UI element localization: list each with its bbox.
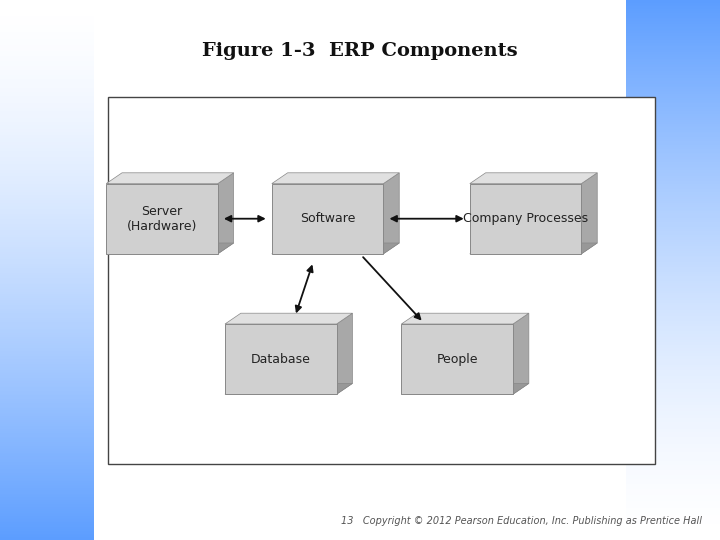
Text: 13   Copyright © 2012 Pearson Education, Inc. Publishing as Prentice Hall: 13 Copyright © 2012 Pearson Education, I…: [341, 516, 702, 526]
Bar: [402, 324, 513, 394]
Polygon shape: [272, 173, 399, 184]
Bar: [225, 324, 337, 394]
Polygon shape: [272, 243, 399, 254]
Polygon shape: [383, 173, 399, 254]
Polygon shape: [582, 173, 598, 254]
Polygon shape: [225, 383, 353, 394]
Polygon shape: [107, 173, 233, 184]
FancyArrowPatch shape: [363, 257, 420, 319]
Polygon shape: [225, 313, 353, 324]
FancyArrowPatch shape: [296, 266, 312, 312]
Polygon shape: [513, 313, 528, 394]
Text: Software: Software: [300, 212, 355, 225]
Text: Database: Database: [251, 353, 311, 366]
Polygon shape: [402, 383, 528, 394]
Bar: [107, 184, 218, 254]
Polygon shape: [337, 313, 353, 394]
Polygon shape: [402, 313, 528, 324]
Polygon shape: [217, 173, 233, 254]
Text: People: People: [436, 353, 478, 366]
Text: Figure 1-3  ERP Components: Figure 1-3 ERP Components: [202, 42, 518, 60]
Polygon shape: [469, 173, 598, 184]
Bar: [108, 97, 655, 464]
Polygon shape: [107, 243, 233, 254]
Text: Server
(Hardware): Server (Hardware): [127, 205, 197, 233]
Polygon shape: [469, 243, 598, 254]
Text: Company Processes: Company Processes: [463, 212, 588, 225]
Bar: [272, 184, 383, 254]
Bar: [469, 184, 582, 254]
FancyArrowPatch shape: [226, 216, 264, 221]
FancyArrowPatch shape: [392, 216, 462, 221]
